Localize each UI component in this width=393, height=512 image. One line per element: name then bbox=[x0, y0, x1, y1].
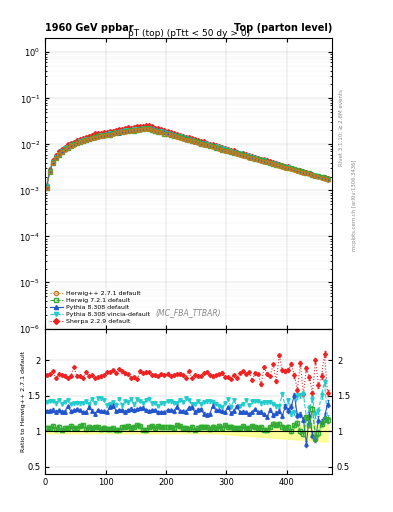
Title: pT (top) (pTtt < 50 dy > 0): pT (top) (pTtt < 50 dy > 0) bbox=[128, 29, 250, 37]
Legend: Herwig++ 2.7.1 default, Herwig 7.2.1 default, Pythia 8.308 default, Pythia 8.308: Herwig++ 2.7.1 default, Herwig 7.2.1 def… bbox=[48, 290, 151, 326]
Y-axis label: Ratio to Herwig++ 2.7.1 default: Ratio to Herwig++ 2.7.1 default bbox=[21, 351, 26, 452]
Text: Rivet 3.1.10; ≥ 2.6M events: Rivet 3.1.10; ≥ 2.6M events bbox=[339, 90, 344, 166]
Text: (MC_FBA_TTBAR): (MC_FBA_TTBAR) bbox=[156, 308, 221, 317]
Text: mcplots.cern.ch [arXiv:1306.3436]: mcplots.cern.ch [arXiv:1306.3436] bbox=[352, 159, 357, 250]
Text: Top (parton level): Top (parton level) bbox=[234, 23, 332, 33]
Text: 1960 GeV ppbar: 1960 GeV ppbar bbox=[45, 23, 134, 33]
